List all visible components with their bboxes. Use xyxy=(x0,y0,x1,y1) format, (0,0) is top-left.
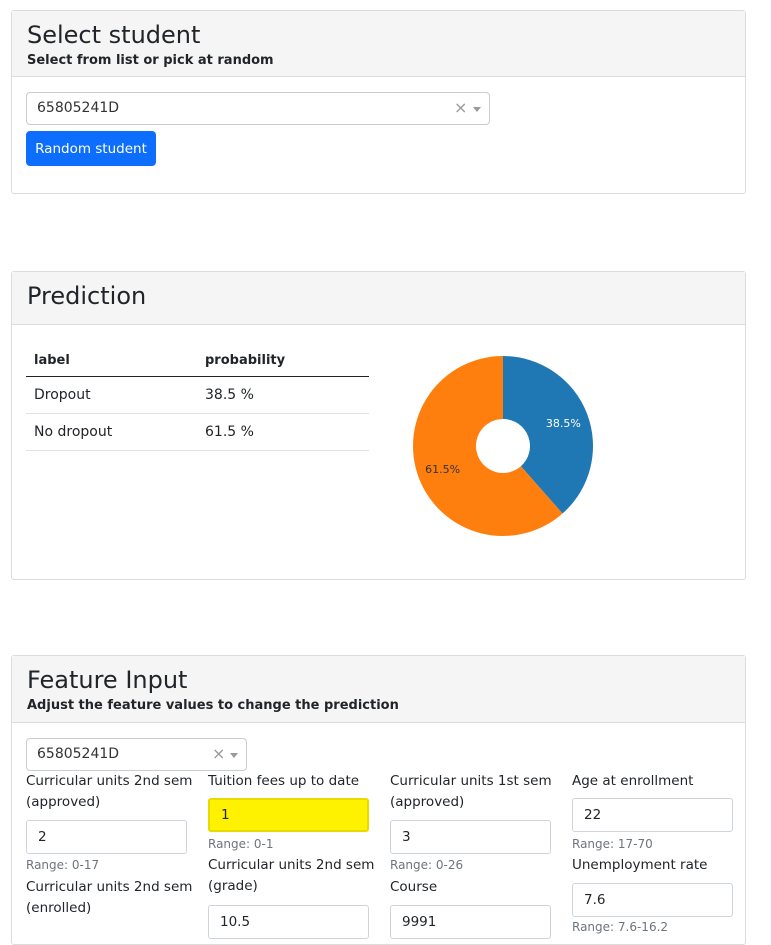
row-label: No dropout xyxy=(26,413,197,451)
prediction-header: Prediction xyxy=(12,272,745,325)
pie-label-no-dropout: 61.5% xyxy=(425,463,460,476)
feature-student-dropdown-value: 65805241D xyxy=(37,746,120,762)
range-curricular-units-2nd-sem-approved: Range: 0-17 xyxy=(26,858,100,872)
student-dropdown-value: 65805241D xyxy=(37,100,120,116)
pie-slice-dropout xyxy=(503,356,593,514)
column-header-label: label xyxy=(26,344,197,377)
feature-input-subtitle: Adjust the feature values to change the … xyxy=(27,698,399,713)
range-age-at-enrollment: Range: 17-70 xyxy=(572,837,653,851)
input-curricular-units-2nd-sem-approved[interactable] xyxy=(26,820,187,854)
range-unemployment-rate: Range: 7.6-16.2 xyxy=(572,920,669,934)
row-label: Dropout xyxy=(26,376,197,414)
input-curricular-units-2nd-sem-grade[interactable] xyxy=(208,905,369,939)
random-student-button[interactable]: Random student xyxy=(26,131,156,166)
table-row: No dropout 61.5 % xyxy=(26,413,369,451)
pie-slice-no-dropout xyxy=(413,356,563,536)
row-probability: 61.5 % xyxy=(197,413,369,451)
prediction-card: Prediction label probability Dropout 38.… xyxy=(11,271,746,580)
input-curricular-units-1st-sem-approved[interactable] xyxy=(390,820,551,854)
pie-label-dropout: 38.5% xyxy=(546,417,581,430)
range-curricular-units-1st-sem-approved: Range: 0-26 xyxy=(390,858,464,872)
input-age-at-enrollment[interactable] xyxy=(572,798,733,832)
label-curricular-units-2nd-sem-approved: Curricular units 2nd sem (approved) xyxy=(26,773,193,810)
student-dropdown[interactable]: 65805241D × xyxy=(26,92,490,125)
prediction-title: Prediction xyxy=(27,282,147,310)
label-course: Course xyxy=(390,879,438,895)
clear-icon[interactable]: × xyxy=(212,744,226,763)
table-header-row: label probability xyxy=(26,344,369,377)
range-tuition-fees-up-to-date: Range: 0-1 xyxy=(208,837,274,851)
chevron-down-icon[interactable] xyxy=(473,107,481,112)
prediction-table: label probability Dropout 38.5 % No drop… xyxy=(26,344,369,451)
column-header-probability: probability xyxy=(197,344,369,377)
clear-icon[interactable]: × xyxy=(454,98,468,117)
feature-input-title: Feature Input xyxy=(27,666,188,694)
chevron-down-icon[interactable] xyxy=(230,753,238,758)
select-student-title: Select student xyxy=(27,21,201,49)
input-unemployment-rate[interactable] xyxy=(572,883,733,917)
probability-pie-chart: 38.5% 61.5% xyxy=(413,356,593,536)
label-curricular-units-2nd-sem-grade: Curricular units 2nd sem (grade) xyxy=(208,857,375,894)
label-curricular-units-1st-sem-approved: Curricular units 1st sem (approved) xyxy=(390,773,552,810)
select-student-header: Select student Select from list or pick … xyxy=(12,11,745,77)
feature-student-dropdown[interactable]: 65805241D × xyxy=(26,738,247,771)
select-student-subtitle: Select from list or pick at random xyxy=(27,53,274,68)
input-tuition-fees-up-to-date[interactable] xyxy=(208,798,369,832)
label-age-at-enrollment: Age at enrollment xyxy=(572,773,694,789)
label-curricular-units-2nd-sem-enrolled: Curricular units 2nd sem (enrolled) xyxy=(26,879,193,916)
table-row: Dropout 38.5 % xyxy=(26,376,369,414)
feature-input-card: Feature Input Adjust the feature values … xyxy=(11,655,746,945)
select-student-card: Select student Select from list or pick … xyxy=(11,10,746,194)
row-probability: 38.5 % xyxy=(197,376,369,414)
input-course[interactable] xyxy=(390,905,551,939)
label-tuition-fees-up-to-date: Tuition fees up to date xyxy=(208,773,360,789)
feature-input-header: Feature Input Adjust the feature values … xyxy=(12,656,745,723)
label-unemployment-rate: Unemployment rate xyxy=(572,857,708,873)
